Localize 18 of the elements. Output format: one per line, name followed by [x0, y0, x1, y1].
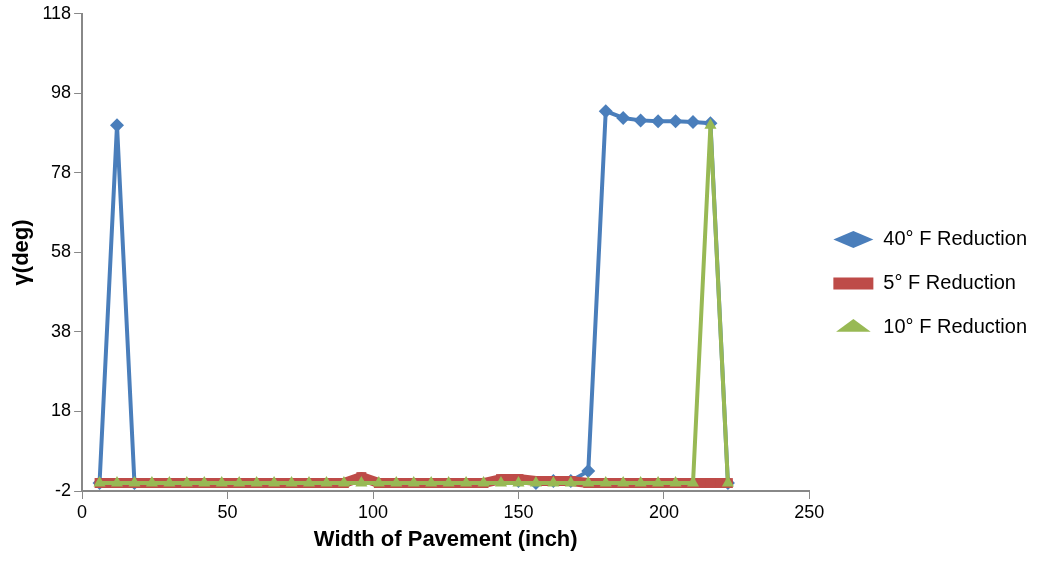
legend-label: 5° F Reduction	[883, 271, 1016, 294]
y-tick-label: 18	[51, 400, 72, 421]
legend-label: 10° F Reduction	[883, 315, 1028, 338]
y-tick-label: 78	[51, 161, 72, 182]
x-tick-label: 150	[503, 501, 534, 522]
x-tick-label: 50	[217, 501, 238, 522]
y-tick-label: 38	[51, 320, 72, 341]
legend-label: 40° F Reduction	[883, 227, 1028, 250]
x-tick-label: 100	[357, 501, 389, 522]
y-tick-label: 118	[42, 2, 72, 23]
x-axis-title: Width of Pavement (inch)	[313, 525, 578, 551]
x-tick-label: 250	[794, 501, 825, 522]
y-tick-label: 98	[51, 82, 72, 103]
x-tick-label: 200	[648, 501, 679, 522]
x-tick-label: 0	[77, 501, 88, 522]
y-tick-label: 58	[51, 241, 72, 262]
y-tick-label: -2	[55, 479, 72, 500]
y-axis-title: γ(deg)	[8, 219, 34, 286]
